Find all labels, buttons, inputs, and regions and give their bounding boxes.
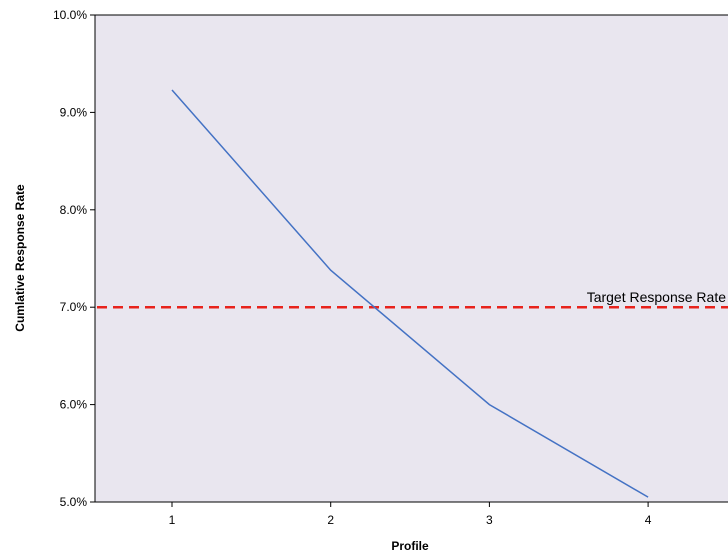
x-tick-label: 1 (169, 513, 176, 527)
y-tick-label: 9.0% (60, 105, 88, 119)
x-axis-title: Profile (391, 539, 429, 553)
y-axis-ticks: 5.0% 6.0% 7.0% 8.0% 9.0% 10.0% (53, 8, 95, 509)
y-tick-label: 7.0% (60, 300, 88, 314)
y-tick-label: 8.0% (60, 203, 88, 217)
y-axis-title: Cumlative Response Rate (13, 184, 27, 332)
y-tick-label: 5.0% (60, 495, 88, 509)
y-tick-label: 10.0% (53, 8, 87, 22)
target-reference-label: Target Response Rate (587, 289, 727, 305)
x-axis-ticks: 1 2 3 4 (169, 502, 652, 527)
series-line (171, 89, 649, 498)
y-tick-label: 6.0% (60, 398, 88, 412)
x-tick-label: 2 (327, 513, 334, 527)
x-tick-label: 4 (645, 513, 652, 527)
x-tick-label: 3 (486, 513, 493, 527)
plot-area (95, 15, 728, 502)
